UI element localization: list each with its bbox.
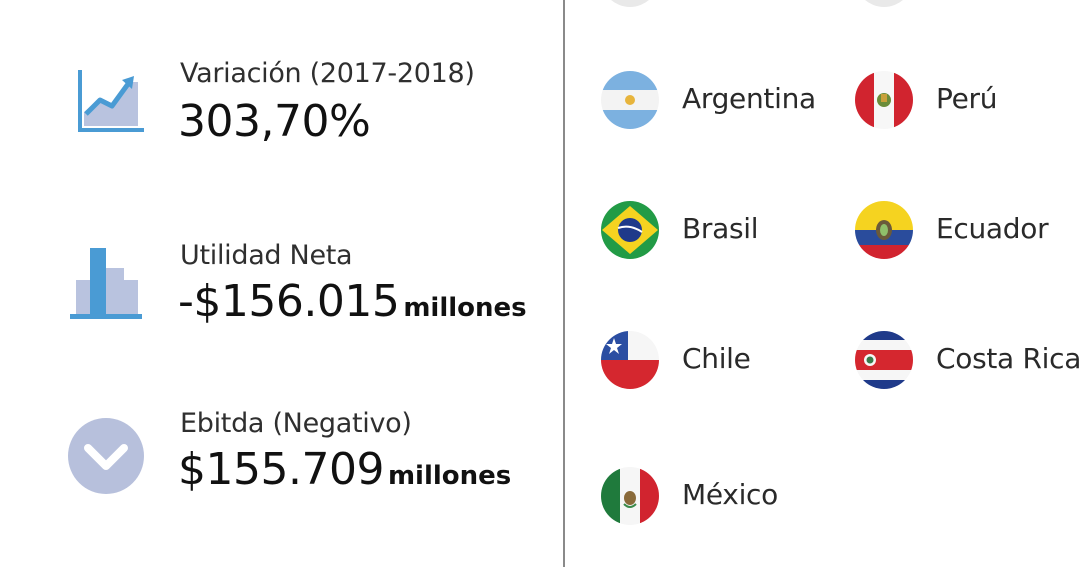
peru-flag-icon	[855, 71, 913, 129]
country-name: Costa Rica	[936, 342, 1080, 375]
stat-label: Variación (2017-2018)	[180, 58, 475, 89]
country-name: México	[682, 478, 778, 511]
cropped-flag-icon	[865, 0, 903, 7]
stat-label: Ebitda (Negativo)	[180, 408, 412, 439]
argentina-flag-icon	[601, 71, 659, 129]
country-name: Brasil	[682, 212, 759, 245]
bar-chart-icon	[70, 248, 142, 319]
stat-unit: millones	[403, 293, 527, 323]
chile-flag-icon	[601, 331, 659, 389]
stat-value: 303,70%	[178, 96, 371, 147]
stat-ebitda: Ebitda (Negativo) $155.709 millones	[0, 404, 560, 514]
down-arrow-circle-icon	[68, 418, 144, 494]
country-peru: Perú	[854, 70, 1080, 132]
stat-value: -$156.015 millones	[178, 276, 527, 327]
costa-rica-flag-icon	[855, 331, 913, 389]
country-costa-rica: Costa Rica	[854, 330, 1080, 392]
country-name: Argentina	[682, 82, 816, 115]
country-name: Perú	[936, 82, 998, 115]
ecuador-flag-icon	[855, 201, 913, 259]
stat-unit: millones	[387, 461, 512, 491]
mexico-flag-icon	[601, 467, 659, 525]
country-argentina: Argentina	[600, 70, 830, 132]
country-name: Ecuador	[936, 212, 1049, 245]
country-ecuador: Ecuador	[854, 200, 1080, 262]
country-brasil: Brasil	[600, 200, 830, 262]
country-name: Chile	[682, 342, 751, 375]
country-chile: Chile	[600, 330, 830, 392]
stat-value: $155.709 millones	[178, 444, 512, 495]
vertical-divider	[563, 0, 565, 567]
stat-label: Utilidad Neta	[180, 240, 353, 271]
stat-variacion: Variación (2017-2018) 303,70%	[0, 50, 560, 160]
brazil-flag-icon	[601, 201, 659, 259]
cropped-flag-icon	[611, 0, 649, 7]
stat-utilidad-neta: Utilidad Neta -$156.015 millones	[0, 236, 560, 346]
country-mexico: México	[600, 466, 830, 528]
rising-chart-icon	[78, 70, 144, 132]
